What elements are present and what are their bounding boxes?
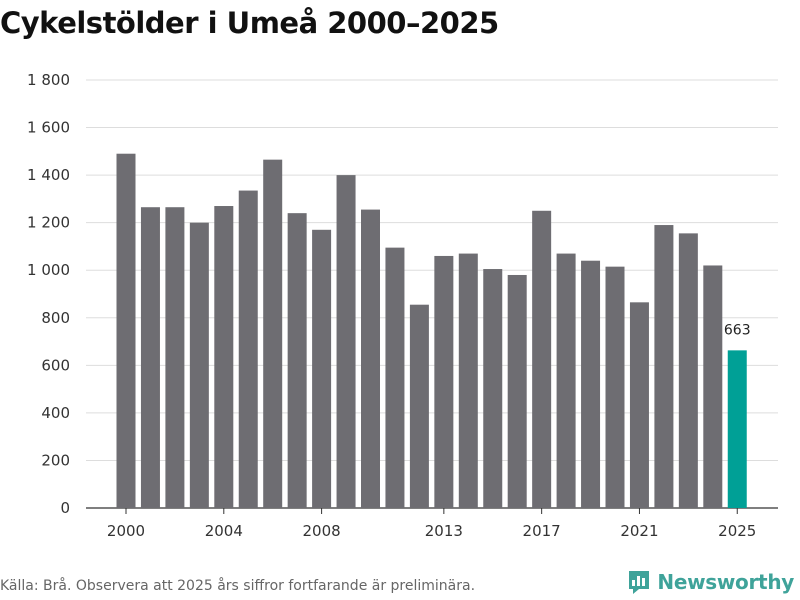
- bar-2010: [361, 209, 380, 509]
- bar-2015: [483, 269, 503, 508]
- bar-2007: [287, 213, 307, 508]
- y-tick-label: 200: [41, 451, 70, 469]
- bar-2013: [434, 255, 454, 508]
- bar-2016: [507, 274, 527, 508]
- x-tick-label: 2004: [205, 522, 243, 540]
- brand-name: Newsworthy: [657, 570, 794, 594]
- y-axis-ticks: 0 200 400 600 800 1 000 1 200 1 400 1 600 1 800: [27, 71, 70, 517]
- x-tick-label: 2013: [425, 522, 463, 540]
- bar-2003: [189, 222, 209, 508]
- bar-2017: [532, 210, 552, 508]
- bar-2021: [629, 302, 649, 508]
- bar-2014: [458, 253, 478, 508]
- bar-2000: [116, 153, 136, 508]
- bar-2009: [336, 175, 356, 508]
- bar-2006: [263, 159, 283, 508]
- bar-2001: [140, 207, 160, 508]
- y-tick-label: 1 000: [27, 261, 70, 279]
- gridlines: [86, 79, 778, 509]
- bar-2011: [385, 247, 405, 508]
- x-tick-label: 2000: [107, 522, 145, 540]
- x-tick-label: 2025: [718, 522, 756, 540]
- bar-2004: [214, 206, 234, 508]
- newsworthy-logo-icon: [629, 571, 650, 594]
- x-tick-label: 2017: [523, 522, 561, 540]
- bars: [116, 153, 747, 509]
- bar-2023: [678, 233, 698, 508]
- brand-logo: Newsworthy: [627, 569, 794, 595]
- bar-2008: [312, 229, 332, 509]
- chart-title: Cykelstölder i Umeå 2000–2025: [0, 6, 499, 40]
- y-tick-label: 400: [41, 404, 70, 422]
- y-tick-label: 800: [41, 309, 70, 327]
- bar-2022: [654, 225, 674, 509]
- y-tick-label: 1 800: [27, 71, 70, 89]
- data-label-2025: 663: [724, 322, 751, 338]
- y-tick-label: 1 400: [27, 166, 70, 184]
- source-note: Källa: Brå. Observera att 2025 års siffr…: [0, 578, 476, 594]
- y-tick-label: 1 600: [27, 119, 70, 137]
- bar-2005: [238, 190, 258, 509]
- y-tick-label: 0: [60, 499, 70, 517]
- bar-2024: [703, 265, 723, 508]
- x-axis-ticks: 2000 2004 2008 2013 2017 2021 2025: [107, 508, 756, 540]
- y-tick-label: 1 200: [27, 214, 70, 232]
- x-tick-label: 2008: [303, 522, 341, 540]
- y-tick-label: 600: [41, 356, 70, 374]
- bar-2019: [581, 260, 601, 508]
- bar-2018: [556, 253, 576, 508]
- data-labels: 663: [724, 322, 751, 338]
- bar-2020: [605, 266, 625, 508]
- bar-2002: [165, 207, 185, 508]
- bar-2012: [409, 304, 429, 508]
- bar-2025: [727, 350, 747, 508]
- x-tick-label: 2021: [620, 522, 658, 540]
